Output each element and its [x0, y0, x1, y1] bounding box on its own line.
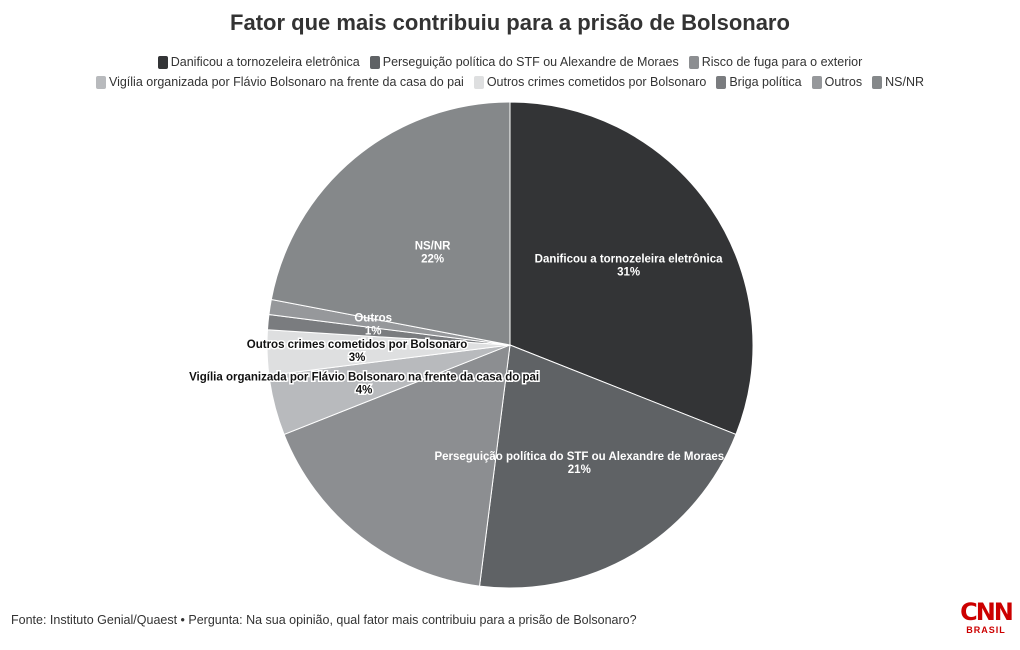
pie-slice[interactable] [478, 344, 737, 589]
slice-value-label: 3% [349, 352, 366, 364]
slice-value-label: 21% [568, 464, 591, 476]
legend-label: Outros crimes cometidos por Bolsonaro [486, 75, 707, 89]
legend-item[interactable]: Vigília organizada por Flávio Bolsonaro … [95, 75, 464, 89]
chart-title: Fator que mais contribuiu para a prisão … [230, 10, 790, 35]
legend-swatch [716, 75, 727, 89]
legend-swatch [688, 55, 699, 69]
legend-item[interactable]: NS/NR [872, 75, 924, 89]
logo-sub-text: BRASIL [966, 625, 1006, 635]
legend-swatch [95, 75, 106, 89]
cnn-brasil-logo: CNN BRASIL [958, 599, 1014, 635]
pie-slice[interactable] [283, 344, 511, 587]
legend-label: Danificou a tornozeleira eletrônica [170, 55, 360, 69]
legend-item[interactable]: Outros crimes cometidos por Bolsonaro [473, 75, 707, 89]
slice-value-label: 22% [421, 253, 444, 265]
slice-label: Outros crimes cometidos por Bolsonaro [247, 339, 467, 351]
slice-value-label: 31% [617, 266, 640, 278]
slice-label: Danificou a tornozeleira eletrônica [535, 253, 723, 265]
legend-item[interactable]: Risco de fuga para o exterior [688, 55, 863, 69]
legend-swatch [473, 75, 484, 89]
legend-item[interactable]: Perseguição política do STF ou Alexandre… [369, 55, 679, 69]
legend-label: Outros [824, 75, 863, 89]
logo-main-text: CNN [960, 598, 1014, 626]
slice-label: Vigília organizada por Flávio Bolsonaro … [189, 372, 539, 384]
legend-label: Risco de fuga para o exterior [701, 55, 863, 69]
legend: Danificou a tornozeleira eletrônica Perse… [40, 52, 980, 92]
source-note: Fonte: Instituto Genial/Quaest • Pergunt… [11, 613, 637, 627]
legend-item[interactable]: Briga política [716, 75, 802, 89]
legend-label: Briga política [729, 75, 802, 89]
pie-slice[interactable] [270, 101, 511, 346]
slice-label: Perseguição política do STF ou Alexandre… [434, 451, 724, 463]
slice-value-label: 4% [356, 385, 373, 397]
legend-row: Vigília organizada por Flávio Bolsonaro … [40, 72, 980, 92]
legend-item[interactable]: Danificou a tornozeleira eletrônica [157, 55, 360, 69]
legend-swatch [157, 55, 168, 69]
legend-label: Vigília organizada por Flávio Bolsonaro … [108, 75, 464, 89]
legend-label: Perseguição política do STF ou Alexandre… [382, 55, 679, 69]
slice-value-label: 1% [365, 325, 382, 337]
slice-label: Outros [354, 312, 392, 324]
legend-row: Danificou a tornozeleira eletrônica Perse… [40, 52, 980, 72]
legend-swatch [811, 75, 822, 89]
pie-slice[interactable] [509, 101, 754, 436]
legend-swatch [369, 55, 380, 69]
legend-item[interactable]: Outros [811, 75, 863, 89]
legend-label: NS/NR [885, 75, 925, 89]
slice-label: NS/NR [415, 240, 451, 252]
legend-swatch [872, 75, 883, 89]
